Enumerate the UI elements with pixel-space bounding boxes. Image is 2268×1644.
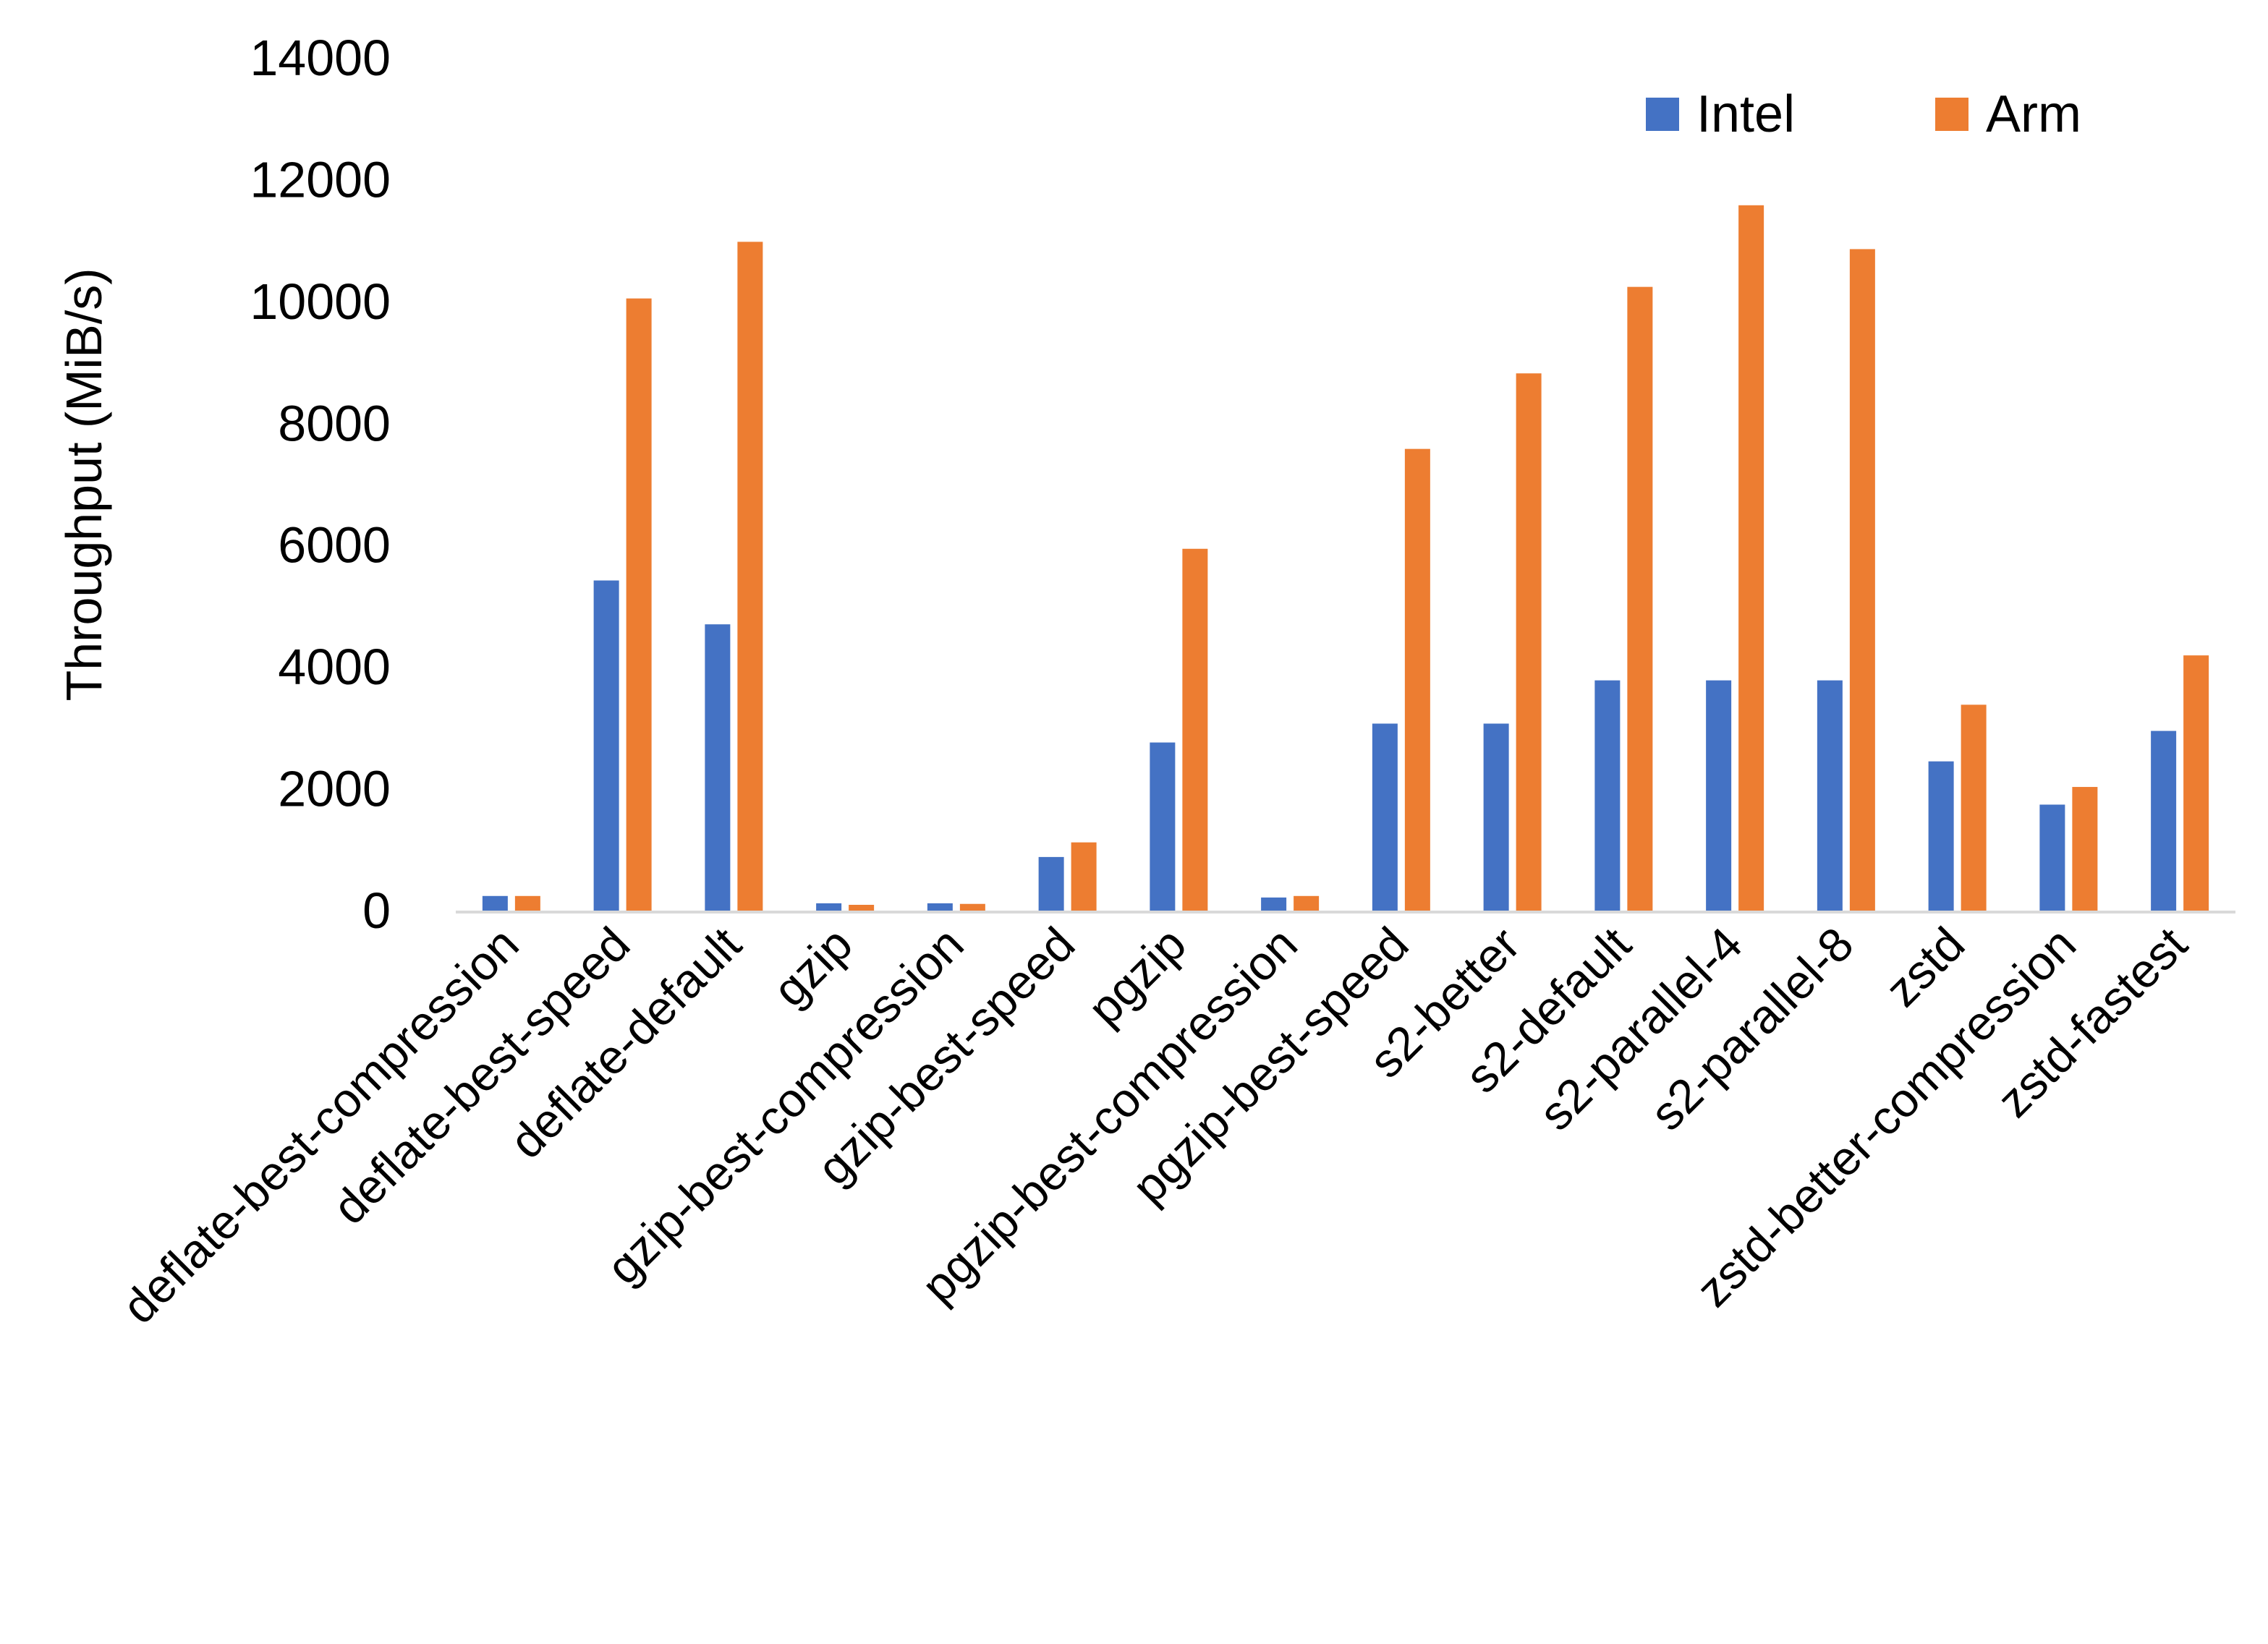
bar-intel-s2-default xyxy=(1594,680,1621,911)
x-tick-label: gzip xyxy=(763,917,862,1017)
bar-arm-deflate-default xyxy=(737,242,763,911)
bar-arm-s2-better xyxy=(1516,373,1542,911)
bar-intel-pgzip xyxy=(1150,742,1176,911)
bar-intel-s2-parallel-8 xyxy=(1817,680,1843,911)
y-tick-label: 0 xyxy=(362,882,391,939)
bar-intel-zstd xyxy=(1928,761,1954,911)
bar-intel-pgzip-best-compression xyxy=(1261,897,1287,911)
y-tick-label: 12000 xyxy=(250,151,391,208)
y-tick-label: 14000 xyxy=(250,30,391,86)
legend-label-arm: Arm xyxy=(1986,85,2081,143)
bar-arm-s2-parallel-4 xyxy=(1738,205,1764,911)
bar-arm-pgzip xyxy=(1182,548,1208,911)
y-axis-label: Throughput (MiB/s) xyxy=(56,268,112,701)
y-tick-label: 4000 xyxy=(278,639,391,695)
bar-intel-pgzip-best-speed xyxy=(1372,723,1398,911)
bar-intel-deflate-default xyxy=(705,624,731,911)
bar-arm-deflate-best-speed xyxy=(626,298,652,911)
bar-intel-zstd-better-compression xyxy=(2039,804,2065,911)
bar-arm-zstd xyxy=(1961,704,1987,911)
bar-arm-zstd-better-compression xyxy=(2072,787,2098,911)
bar-arm-s2-default xyxy=(1627,286,1653,911)
y-tick-label: 10000 xyxy=(250,273,391,330)
bar-intel-deflate-best-speed xyxy=(593,580,619,911)
bar-arm-gzip-best-compression xyxy=(959,903,985,911)
bar-arm-gzip xyxy=(849,904,875,911)
bar-intel-gzip-best-speed xyxy=(1038,856,1064,911)
bar-arm-zstd-fastest xyxy=(2183,655,2209,911)
y-tick-label: 8000 xyxy=(278,395,391,451)
bars xyxy=(482,205,2209,911)
bar-intel-s2-better xyxy=(1483,723,1509,911)
bar-arm-gzip-best-speed xyxy=(1071,842,1097,911)
y-tick-label: 6000 xyxy=(278,517,391,574)
bar-arm-pgzip-best-speed xyxy=(1404,448,1430,911)
x-tick-label: zstd xyxy=(1875,917,1975,1017)
bar-intel-zstd-fastest xyxy=(2151,731,2177,911)
y-tick-label: 2000 xyxy=(278,761,391,817)
bar-intel-gzip xyxy=(816,903,842,911)
bar-intel-s2-parallel-4 xyxy=(1706,680,1732,911)
bar-arm-deflate-best-compression xyxy=(514,895,540,911)
x-axis-labels: deflate-best-compressiondeflate-best-spe… xyxy=(111,917,2197,1334)
bar-intel-deflate-best-compression xyxy=(482,895,508,911)
legend-swatch-arm xyxy=(1935,98,1968,131)
legend-swatch-intel xyxy=(1646,98,1679,131)
y-axis-ticks: 0 2000 4000 6000 8000 10000 12000 14000 xyxy=(250,30,391,939)
legend-label-intel: Intel xyxy=(1696,85,1795,143)
legend: Intel Arm xyxy=(1646,85,2081,143)
bar-arm-pgzip-best-compression xyxy=(1294,895,1320,911)
bar-intel-gzip-best-compression xyxy=(927,903,953,911)
bar-arm-s2-parallel-8 xyxy=(1849,249,1875,911)
